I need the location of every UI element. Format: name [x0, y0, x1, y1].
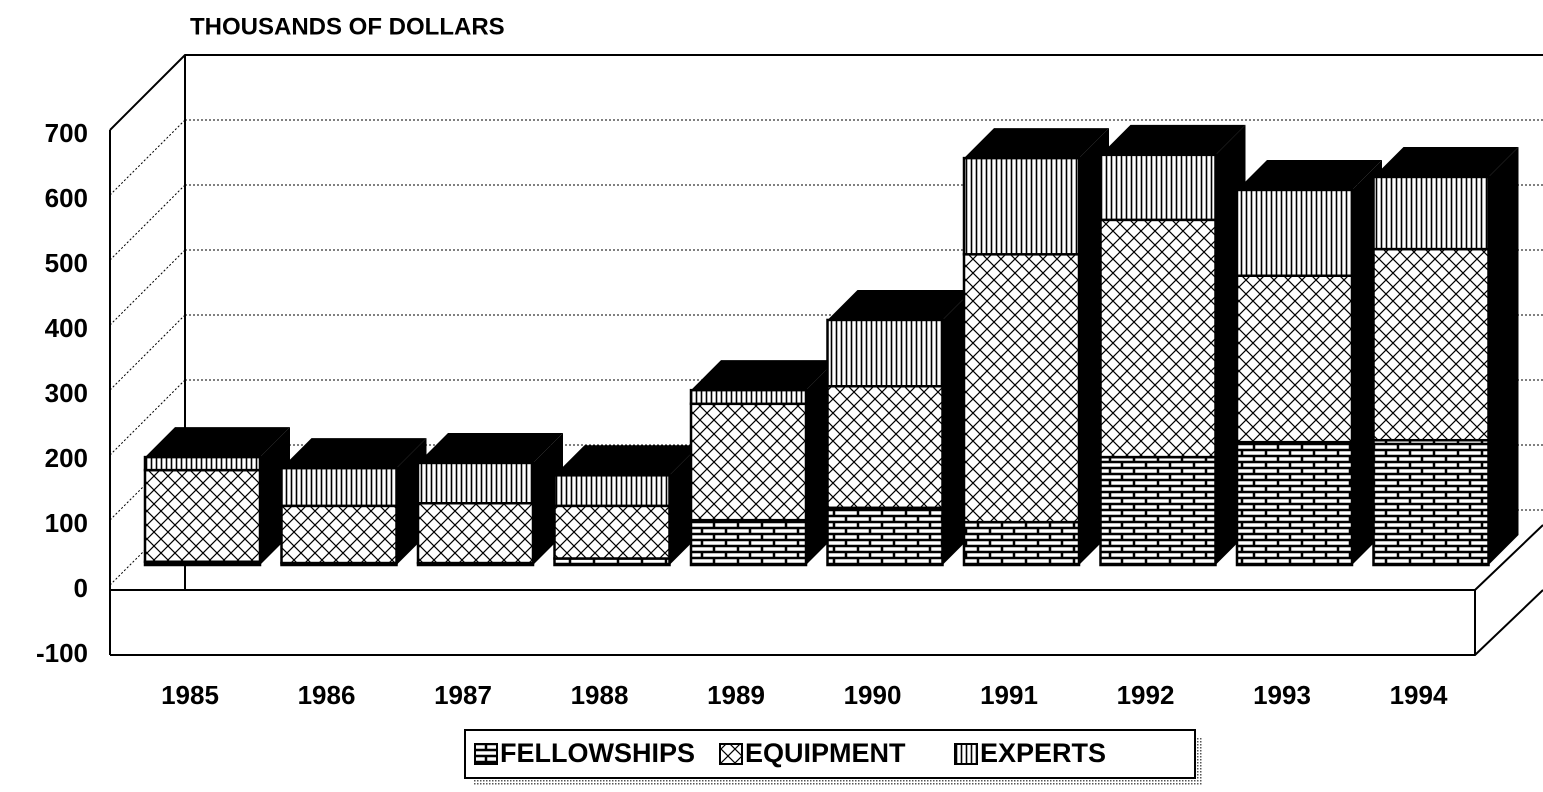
x-tick-label: 1994	[1390, 680, 1448, 710]
y-tick-label: 400	[45, 313, 88, 343]
y-tick-label: 300	[45, 378, 88, 408]
y-tick-label: 200	[45, 443, 88, 473]
bar-top	[1373, 146, 1519, 177]
bar-segment	[826, 385, 944, 510]
x-tick-label: 1991	[980, 680, 1038, 710]
bar-segment	[1099, 218, 1217, 459]
legend-swatch	[954, 743, 978, 765]
legend-label: EQUIPMENT	[745, 738, 906, 768]
bar-top	[691, 360, 836, 391]
bar-segment	[826, 506, 944, 567]
bar-segment	[689, 388, 808, 406]
y-tick-label: 0	[74, 573, 88, 603]
bar-segment	[1099, 153, 1217, 222]
bar-top	[145, 427, 290, 458]
x-tick-label: 1993	[1253, 680, 1311, 710]
y-tick-label: 700	[45, 118, 88, 148]
bar-segment	[1235, 440, 1354, 567]
grid-line	[109, 379, 186, 456]
bar-top	[418, 432, 563, 463]
chart-title: THOUSANDS OF DOLLARS	[190, 13, 505, 40]
legend-swatch	[474, 743, 498, 765]
bar-top	[281, 438, 427, 469]
floor-edge	[110, 589, 1543, 656]
x-tick-label: 1986	[298, 680, 356, 710]
bar-segment	[1372, 175, 1490, 251]
bar-side	[1488, 146, 1519, 565]
grid-line	[109, 119, 186, 196]
legend-label: EXPERTS	[980, 738, 1106, 768]
x-tick-label: 1989	[707, 680, 765, 710]
legend-box	[464, 729, 1196, 779]
bar-segment	[280, 466, 398, 508]
legend	[464, 729, 1203, 786]
bar-segment	[416, 502, 535, 565]
x-tick-label: 1992	[1117, 680, 1175, 710]
bar-top	[1100, 124, 1246, 155]
bar-segment	[143, 468, 262, 564]
legend-label: FELLOWSHIPS	[500, 738, 695, 768]
bar-segment	[1235, 188, 1354, 277]
bar-top	[964, 128, 1109, 159]
bar-segment	[1372, 247, 1490, 442]
bar-segment	[689, 518, 808, 567]
bar-segment	[280, 504, 398, 565]
y-tick-label: 600	[45, 183, 88, 213]
grid-line	[109, 314, 186, 391]
bar-segment	[689, 402, 808, 522]
bar-segment	[1235, 274, 1354, 444]
bar-top	[554, 445, 700, 476]
bar-segment	[143, 455, 262, 472]
y-tick-label: -100	[36, 638, 88, 668]
grid-line	[109, 249, 186, 326]
bar-segment	[962, 156, 1081, 256]
x-tick-label: 1987	[434, 680, 492, 710]
grid-line	[109, 184, 186, 261]
bar-segment	[416, 461, 535, 505]
bar-segment	[553, 504, 671, 560]
x-tick-label: 1985	[161, 680, 219, 710]
bar-top	[827, 289, 973, 320]
bar-segment	[826, 318, 944, 388]
bar-segment	[962, 253, 1081, 524]
x-tick-label: 1988	[571, 680, 629, 710]
x-tick-label: 1990	[844, 680, 902, 710]
bar-segment	[1372, 438, 1490, 567]
bar-top	[1237, 159, 1382, 190]
bar-segment	[553, 474, 671, 508]
bar-segment	[1099, 455, 1217, 567]
y-tick-label: 100	[45, 508, 88, 538]
bar-segment	[962, 520, 1081, 567]
wall-edge	[109, 54, 1543, 131]
y-tick-label: 500	[45, 248, 88, 278]
legend-swatch	[719, 743, 743, 765]
